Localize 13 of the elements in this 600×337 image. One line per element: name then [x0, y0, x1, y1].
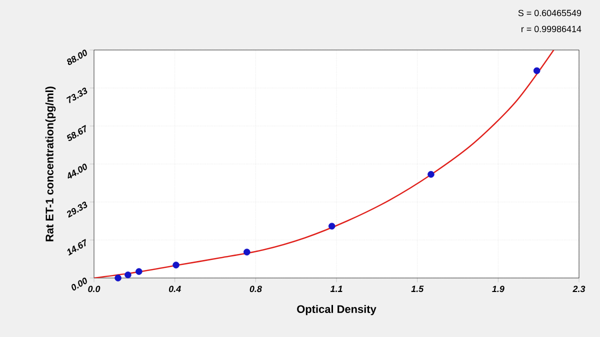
- text: S = 0.60465549: [518, 10, 582, 16]
- text: r = 0.99986414: [522, 26, 582, 32]
- x-tick-label: 1.5: [411, 286, 424, 292]
- x-tick-label: 1.1: [330, 286, 342, 292]
- y-tick-label: 0.00: [72, 278, 87, 290]
- x-tick-label: 1.9: [492, 286, 504, 292]
- x-tick-label: 2.3: [572, 286, 586, 292]
- y-tick-label: 44.00: [68, 164, 87, 179]
- x-axis-title: Optical Density: [297, 304, 376, 316]
- x-tick-label: 0.0: [88, 286, 100, 292]
- x-tick-label: 0.8: [250, 286, 262, 292]
- y-axis-title: Rat ET-1 concentration(pg/ml): [45, 86, 56, 242]
- x-tick-label: 0.4: [168, 286, 181, 292]
